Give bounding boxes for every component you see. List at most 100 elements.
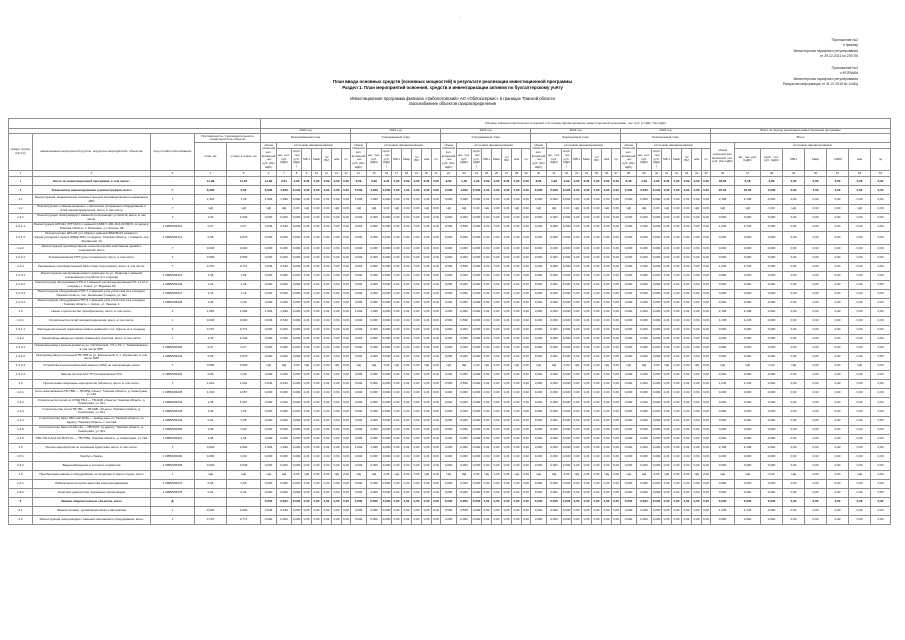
value-cell: 0,00 xyxy=(870,478,892,489)
value-cell: 0,00 xyxy=(681,478,693,489)
table-row: 1.4.2 Строительство сетей со СУБД ТВ-4 — … xyxy=(8,397,892,408)
value-cell: 0,000 xyxy=(471,221,483,232)
value-cell: 0,00 xyxy=(341,424,352,435)
value-cell: 0,00 xyxy=(681,212,693,223)
value-cell: 0,00 xyxy=(511,325,523,336)
source-col-header: МВ-з xyxy=(571,148,583,171)
value-cell: 0,00 xyxy=(411,212,423,223)
value-cell: 0,00 xyxy=(701,460,712,471)
value-cell: 0,00 xyxy=(521,343,532,354)
value-cell: 0,00 xyxy=(491,270,503,281)
value-cell: 0,00 xyxy=(521,230,532,245)
value-cell: 0,000 xyxy=(471,297,483,309)
value-cell: 0,00 xyxy=(782,451,806,462)
row-code-cell: 1 ОВБ/906451 xyxy=(150,433,195,444)
volume-header: объём освоения кап. вложений, тыс. руб. … xyxy=(260,142,278,171)
value-cell: 0,00 xyxy=(481,442,493,453)
value-cell: 0,00 xyxy=(571,325,583,336)
value-cell: 0,00 xyxy=(491,478,503,489)
value-cell: 0,000 xyxy=(710,415,736,426)
value-cell: 0,000 xyxy=(381,194,393,205)
value-cell: 0,00 xyxy=(681,270,693,281)
value-cell: 0,000 xyxy=(620,212,638,223)
value-cell: 0,000 xyxy=(456,307,473,318)
value-cell: 0,00 xyxy=(848,325,872,336)
value-cell: 0,00 xyxy=(521,307,532,318)
value-cell: 0,00 xyxy=(826,194,850,205)
value-cell: НД xyxy=(571,361,583,372)
value-cell: 0,00 xyxy=(661,325,673,336)
colnum: 17 xyxy=(391,169,403,178)
value-cell: 0,000 xyxy=(651,243,663,254)
value-cell: 0,00 xyxy=(401,406,413,417)
value-cell: 0,00 xyxy=(471,469,483,480)
value-cell: 0,000 xyxy=(381,496,393,507)
source-col-header: МВ-з xyxy=(782,148,806,171)
value-cell: 0,00 xyxy=(501,397,513,408)
value-cell: 0,00 xyxy=(601,496,613,507)
value-cell: 0,00 xyxy=(481,307,493,318)
value-cell: 0,000 xyxy=(546,352,563,363)
value-cell: 0,00 xyxy=(411,514,423,525)
value-cell: 0,00 xyxy=(411,415,423,426)
value-cell: 0,00 xyxy=(421,297,433,309)
value-cell: 0,000 xyxy=(456,478,473,489)
value-cell: 0,000 xyxy=(530,343,548,354)
value-cell: 0,00 xyxy=(341,212,352,223)
value-cell: 0,000 xyxy=(456,270,473,281)
value-cell: 0,00 xyxy=(501,279,513,290)
row-code-cell: 2 xyxy=(150,325,195,336)
value-cell: 0,00 xyxy=(661,343,673,354)
value-cell: 0,00 xyxy=(671,487,683,498)
value-cell: 0,00 xyxy=(681,415,693,426)
table-row: 1.2.3.4 Реконструкция оборудования ГРП-9 … xyxy=(8,297,892,309)
value-cell: 0,00 xyxy=(301,487,313,498)
value-cell: 0,000 xyxy=(456,514,473,525)
source-col-header: ам., тыс. руб. (НДС) xyxy=(546,148,563,171)
table-row: 1.3.1.1 Распределительный газопровод низк… xyxy=(8,325,892,336)
value-cell: 0,00 xyxy=(571,316,583,327)
value-cell: 0,00 xyxy=(341,307,352,318)
value-cell: 0,000 xyxy=(381,325,393,336)
value-cell: 0,00 xyxy=(421,221,433,232)
value-cell: 0,00 xyxy=(848,334,872,345)
value-cell: 0,000 xyxy=(620,279,638,290)
value-cell: 0,000 xyxy=(530,388,548,399)
value-cell: 0,00 xyxy=(411,469,423,480)
table-row: 1.4.4 Строительство базы УВО «20 16-В» — … xyxy=(8,415,892,426)
value-cell: 0,00 xyxy=(431,505,442,516)
colnum: 4 xyxy=(194,169,227,178)
value-cell: 0,00 xyxy=(321,514,333,525)
corner-note-line: Раскрытие информации от 31.07.2019 № 1/о… xyxy=(782,81,858,86)
row-num-cell: 1.2.1.1 xyxy=(8,221,33,232)
value-cell: НД xyxy=(620,361,638,372)
value-cell: 0,00 xyxy=(701,334,712,345)
value-cell: 1,29 xyxy=(471,176,483,187)
value-cell: 0,00 xyxy=(401,316,413,327)
colnum: 37 xyxy=(611,169,622,178)
value-cell: 0,00 xyxy=(581,469,593,480)
value-cell: 0,00 xyxy=(401,343,413,354)
value-cell: 0,00 xyxy=(601,252,613,263)
len-plan-cell: 1,02 xyxy=(194,406,227,417)
row-num-cell: 1.3.1.1 xyxy=(8,325,33,336)
value-cell: 0,00 xyxy=(431,469,442,480)
value-cell: 0,000 xyxy=(260,230,278,245)
value-cell: 0,00 xyxy=(782,370,806,381)
value-cell: 0,00 xyxy=(311,194,323,205)
row-code-cell: Г xyxy=(150,243,195,254)
value-cell: 0,000 xyxy=(561,343,573,354)
value-cell: 0,646 xyxy=(260,505,278,516)
value-cell: 0,00 xyxy=(804,194,828,205)
value-cell: 0,00 xyxy=(421,194,433,205)
value-cell: 0,00 xyxy=(411,334,423,345)
value-cell: 0,00 xyxy=(870,460,892,471)
value-cell: НД xyxy=(391,361,403,372)
len-fact-cell: 0,771 xyxy=(225,325,262,336)
value-cell: 0,00 xyxy=(848,194,872,205)
row-name-cell: Комплекс диагностики подземных газопрово… xyxy=(32,487,151,498)
value-cell: 0,000 xyxy=(530,221,548,232)
colnum: 26 xyxy=(491,169,503,178)
value-cell: 0,000 xyxy=(546,460,563,471)
value-cell: 0,000 xyxy=(561,496,573,507)
